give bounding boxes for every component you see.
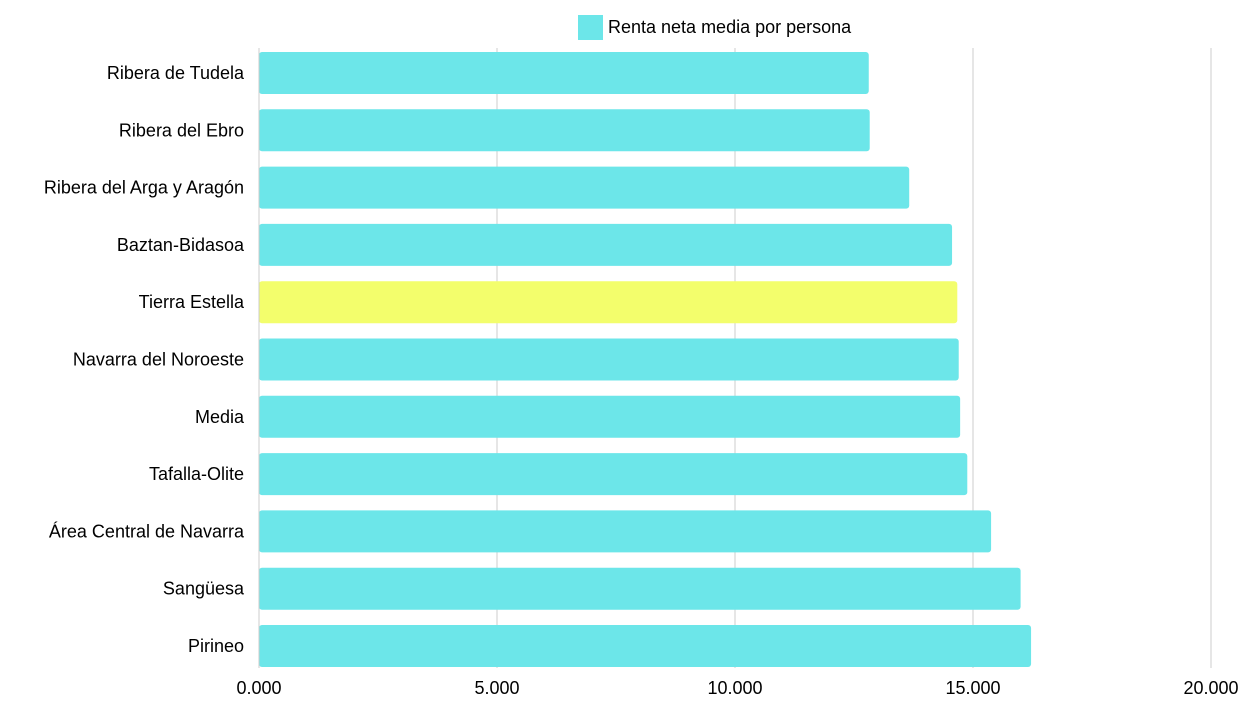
category-label: Ribera del Arga y Aragón	[44, 178, 244, 198]
x-tick-label: 10.000	[707, 678, 762, 698]
category-label: Navarra del Noroeste	[73, 350, 244, 370]
category-label: Baztan-Bidasoa	[117, 235, 245, 255]
legend: Renta neta media por persona	[578, 14, 851, 40]
x-tick-label: 15.000	[945, 678, 1000, 698]
legend-label: Renta neta media por persona	[608, 16, 852, 37]
bar	[259, 338, 959, 381]
category-label: Ribera del Ebro	[119, 120, 244, 140]
bar	[259, 52, 869, 94]
bar	[259, 510, 992, 553]
category-labels: Ribera de Tudela Ribera del Ebro Ribera de…	[44, 63, 245, 656]
x-tick-label: 20.000	[1183, 678, 1238, 698]
category-label: Media	[195, 407, 245, 427]
category-label: Pirineo	[188, 636, 244, 656]
bar	[259, 166, 910, 209]
x-tick-labels: 0.000 5.000 10.000 15.000 20.000	[236, 678, 1238, 698]
x-tick-label: 0.000	[236, 678, 281, 698]
bar	[259, 223, 953, 266]
bar	[259, 567, 1021, 610]
bar	[259, 453, 968, 496]
x-tick-label: 5.000	[474, 678, 519, 698]
category-label: Tierra Estella	[139, 292, 245, 312]
bar	[259, 281, 958, 324]
category-label: Sangüesa	[163, 579, 245, 599]
bar	[259, 625, 1032, 667]
category-label: Ribera de Tudela	[107, 63, 245, 83]
category-label: Área Central de Navarra	[49, 521, 245, 541]
bar	[259, 109, 870, 152]
legend-swatch	[578, 14, 603, 40]
bar	[259, 395, 961, 438]
bars	[259, 52, 1032, 667]
category-label: Tafalla-Olite	[149, 464, 244, 484]
